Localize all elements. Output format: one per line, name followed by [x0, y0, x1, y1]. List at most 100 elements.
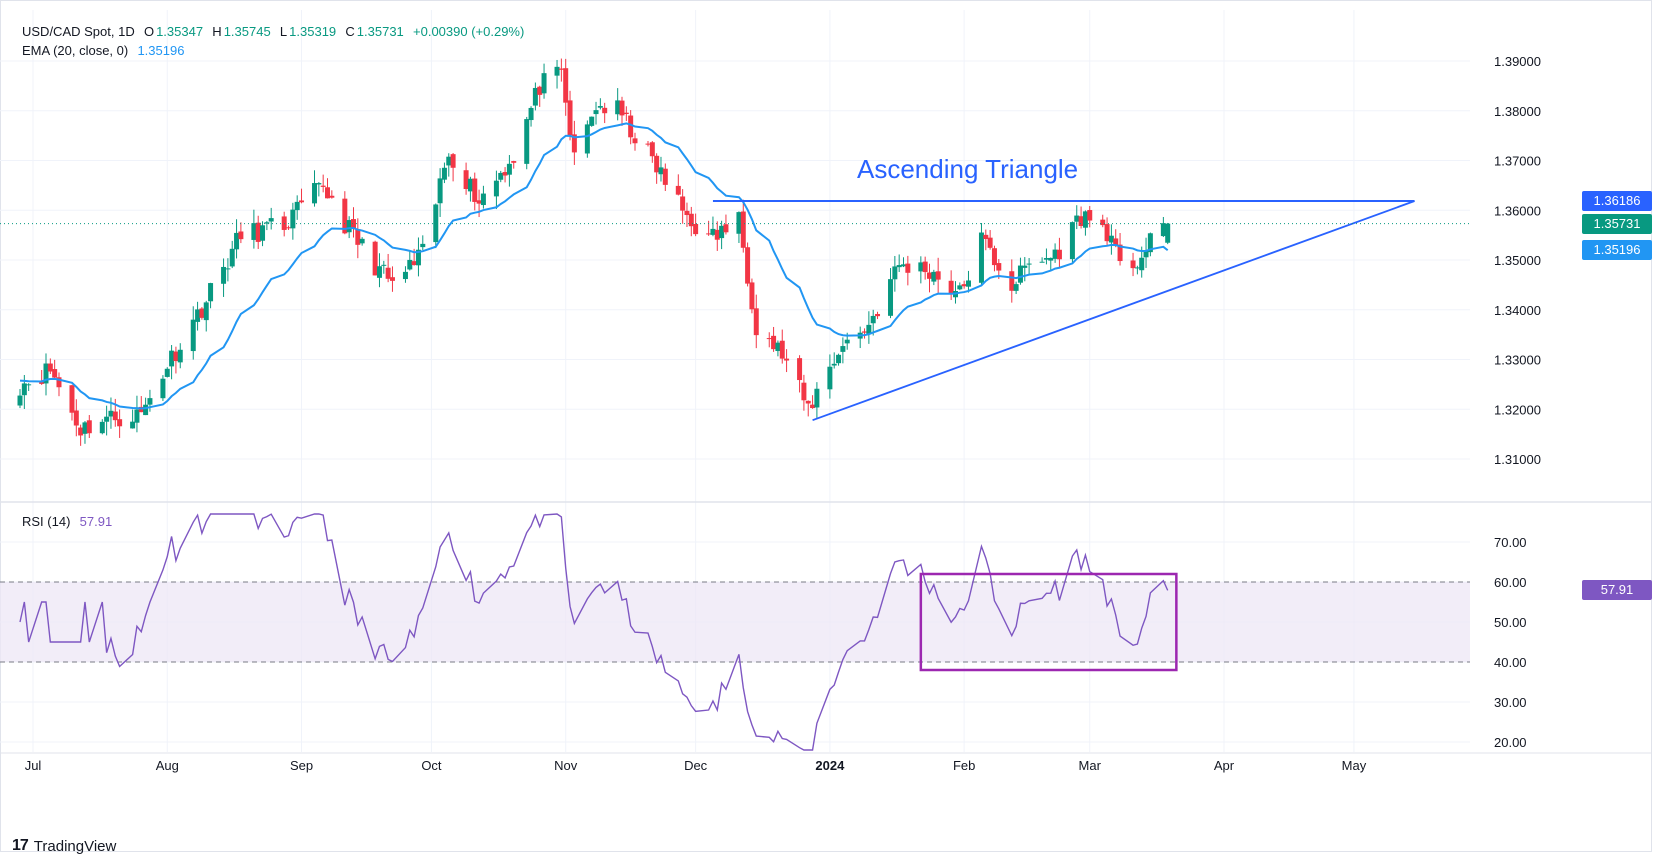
candle-body: [78, 427, 84, 436]
candle-body: [437, 178, 443, 204]
rsi-legend[interactable]: RSI (14) 57.91: [22, 514, 114, 529]
candle-body: [593, 110, 599, 115]
candle-body: [918, 262, 924, 272]
tradingview-brand[interactable]: 17 TradingView: [12, 837, 116, 855]
candle-body: [376, 266, 382, 278]
candle-body: [675, 185, 681, 195]
low-value: 1.35319: [289, 24, 337, 39]
last-price-tag: 1.35731: [1582, 213, 1652, 234]
date-tick-label: Dec: [684, 758, 708, 773]
candle-body: [506, 163, 512, 175]
candle-body: [961, 284, 967, 287]
pattern-title-annotation[interactable]: Ascending Triangle: [857, 154, 1078, 184]
candle-body: [1052, 249, 1058, 259]
candle-body: [381, 264, 387, 266]
candle-body: [931, 271, 937, 282]
rsi-label: RSI (14): [22, 514, 71, 529]
ema-legend[interactable]: EMA (20, close, 0) 1.35196: [22, 43, 186, 58]
candle-body: [901, 264, 907, 267]
candle-body: [948, 280, 954, 295]
candle-body: [476, 200, 482, 204]
candlestick-series: [17, 58, 1171, 446]
candle-body: [1100, 219, 1106, 226]
resistance-price-tag: 1.36186: [1582, 190, 1652, 211]
candle-body: [935, 271, 941, 280]
candle-body: [511, 161, 517, 163]
candle-body: [260, 225, 266, 241]
candle-body: [108, 410, 114, 417]
candle-body: [766, 338, 772, 340]
candle-body: [1017, 265, 1023, 283]
rsi-tick-label: 30.00: [1494, 695, 1527, 710]
rsi-value: 57.91: [79, 514, 113, 529]
candle-body: [350, 219, 356, 229]
candle-body: [294, 201, 300, 211]
rsi-tick-label: 60.00: [1494, 575, 1527, 590]
candle-body: [1082, 211, 1088, 228]
candle-body: [143, 404, 149, 416]
candle-body: [554, 66, 560, 76]
candle-body: [47, 363, 53, 372]
candle-body: [541, 73, 547, 94]
candle-body: [779, 340, 785, 359]
candle-body: [173, 351, 179, 362]
symbol-legend[interactable]: USD/CAD Spot, 1D O 1.35347 H 1.35745 L 1.35…: [22, 24, 526, 39]
candle-body: [86, 420, 92, 434]
candle-body: [662, 168, 668, 185]
price-tick-label: 1.37000: [1494, 154, 1541, 169]
candle-body: [996, 263, 1002, 271]
rsi-tick-label: 70.00: [1494, 535, 1527, 550]
candle-body: [1056, 249, 1062, 260]
candle-body: [56, 377, 62, 388]
candle-body: [836, 354, 842, 364]
candle-body: [290, 209, 296, 229]
high-value: 1.35745: [223, 24, 271, 39]
candle-body: [524, 119, 530, 164]
candle-body: [623, 112, 629, 115]
candle-body: [251, 223, 257, 240]
close-value: 1.35731: [356, 24, 404, 39]
date-tick-label: Sep: [290, 758, 313, 773]
candle-body: [1039, 261, 1045, 263]
candle-body: [1069, 222, 1075, 260]
candle-body: [615, 100, 621, 115]
candle-body: [688, 213, 694, 227]
rsi-highlight-box: [919, 572, 1178, 672]
candle-body: [628, 115, 634, 138]
rsi-tick-label: 50.00: [1494, 615, 1527, 630]
candle-body: [415, 249, 421, 266]
candle-body: [134, 409, 140, 423]
candle-body: [1009, 271, 1015, 291]
candle-body: [771, 335, 777, 350]
rsi-band: [0, 581, 1470, 663]
price-tick-label: 1.39000: [1494, 54, 1541, 69]
candle-body: [597, 106, 603, 108]
candle-body: [784, 358, 790, 361]
candle-body: [749, 282, 755, 310]
candle-body: [719, 225, 725, 239]
candle-body: [1130, 260, 1136, 269]
candle-body: [43, 363, 49, 384]
candle-body: [888, 279, 894, 316]
date-tick-label: Mar: [1079, 758, 1102, 773]
candle-body: [1074, 215, 1080, 222]
candle-body: [1160, 223, 1166, 237]
candle-body: [1147, 233, 1153, 253]
open-value: 1.35347: [156, 24, 204, 39]
candle-body: [584, 124, 590, 154]
candle-body: [1108, 235, 1114, 243]
price-tick-label: 1.32000: [1494, 402, 1541, 417]
candle-body: [467, 178, 473, 192]
candle-body: [402, 271, 408, 280]
candle-body: [892, 266, 898, 280]
candle-body: [229, 248, 235, 267]
rsi-series: [19, 513, 1178, 751]
rsi-tick-label: 20.00: [1494, 735, 1527, 750]
candle-body: [312, 183, 318, 204]
candle-body: [831, 363, 837, 366]
candle-body: [286, 227, 292, 229]
candle-body: [693, 224, 699, 235]
candle-body: [558, 68, 564, 70]
candle-body: [203, 302, 209, 321]
